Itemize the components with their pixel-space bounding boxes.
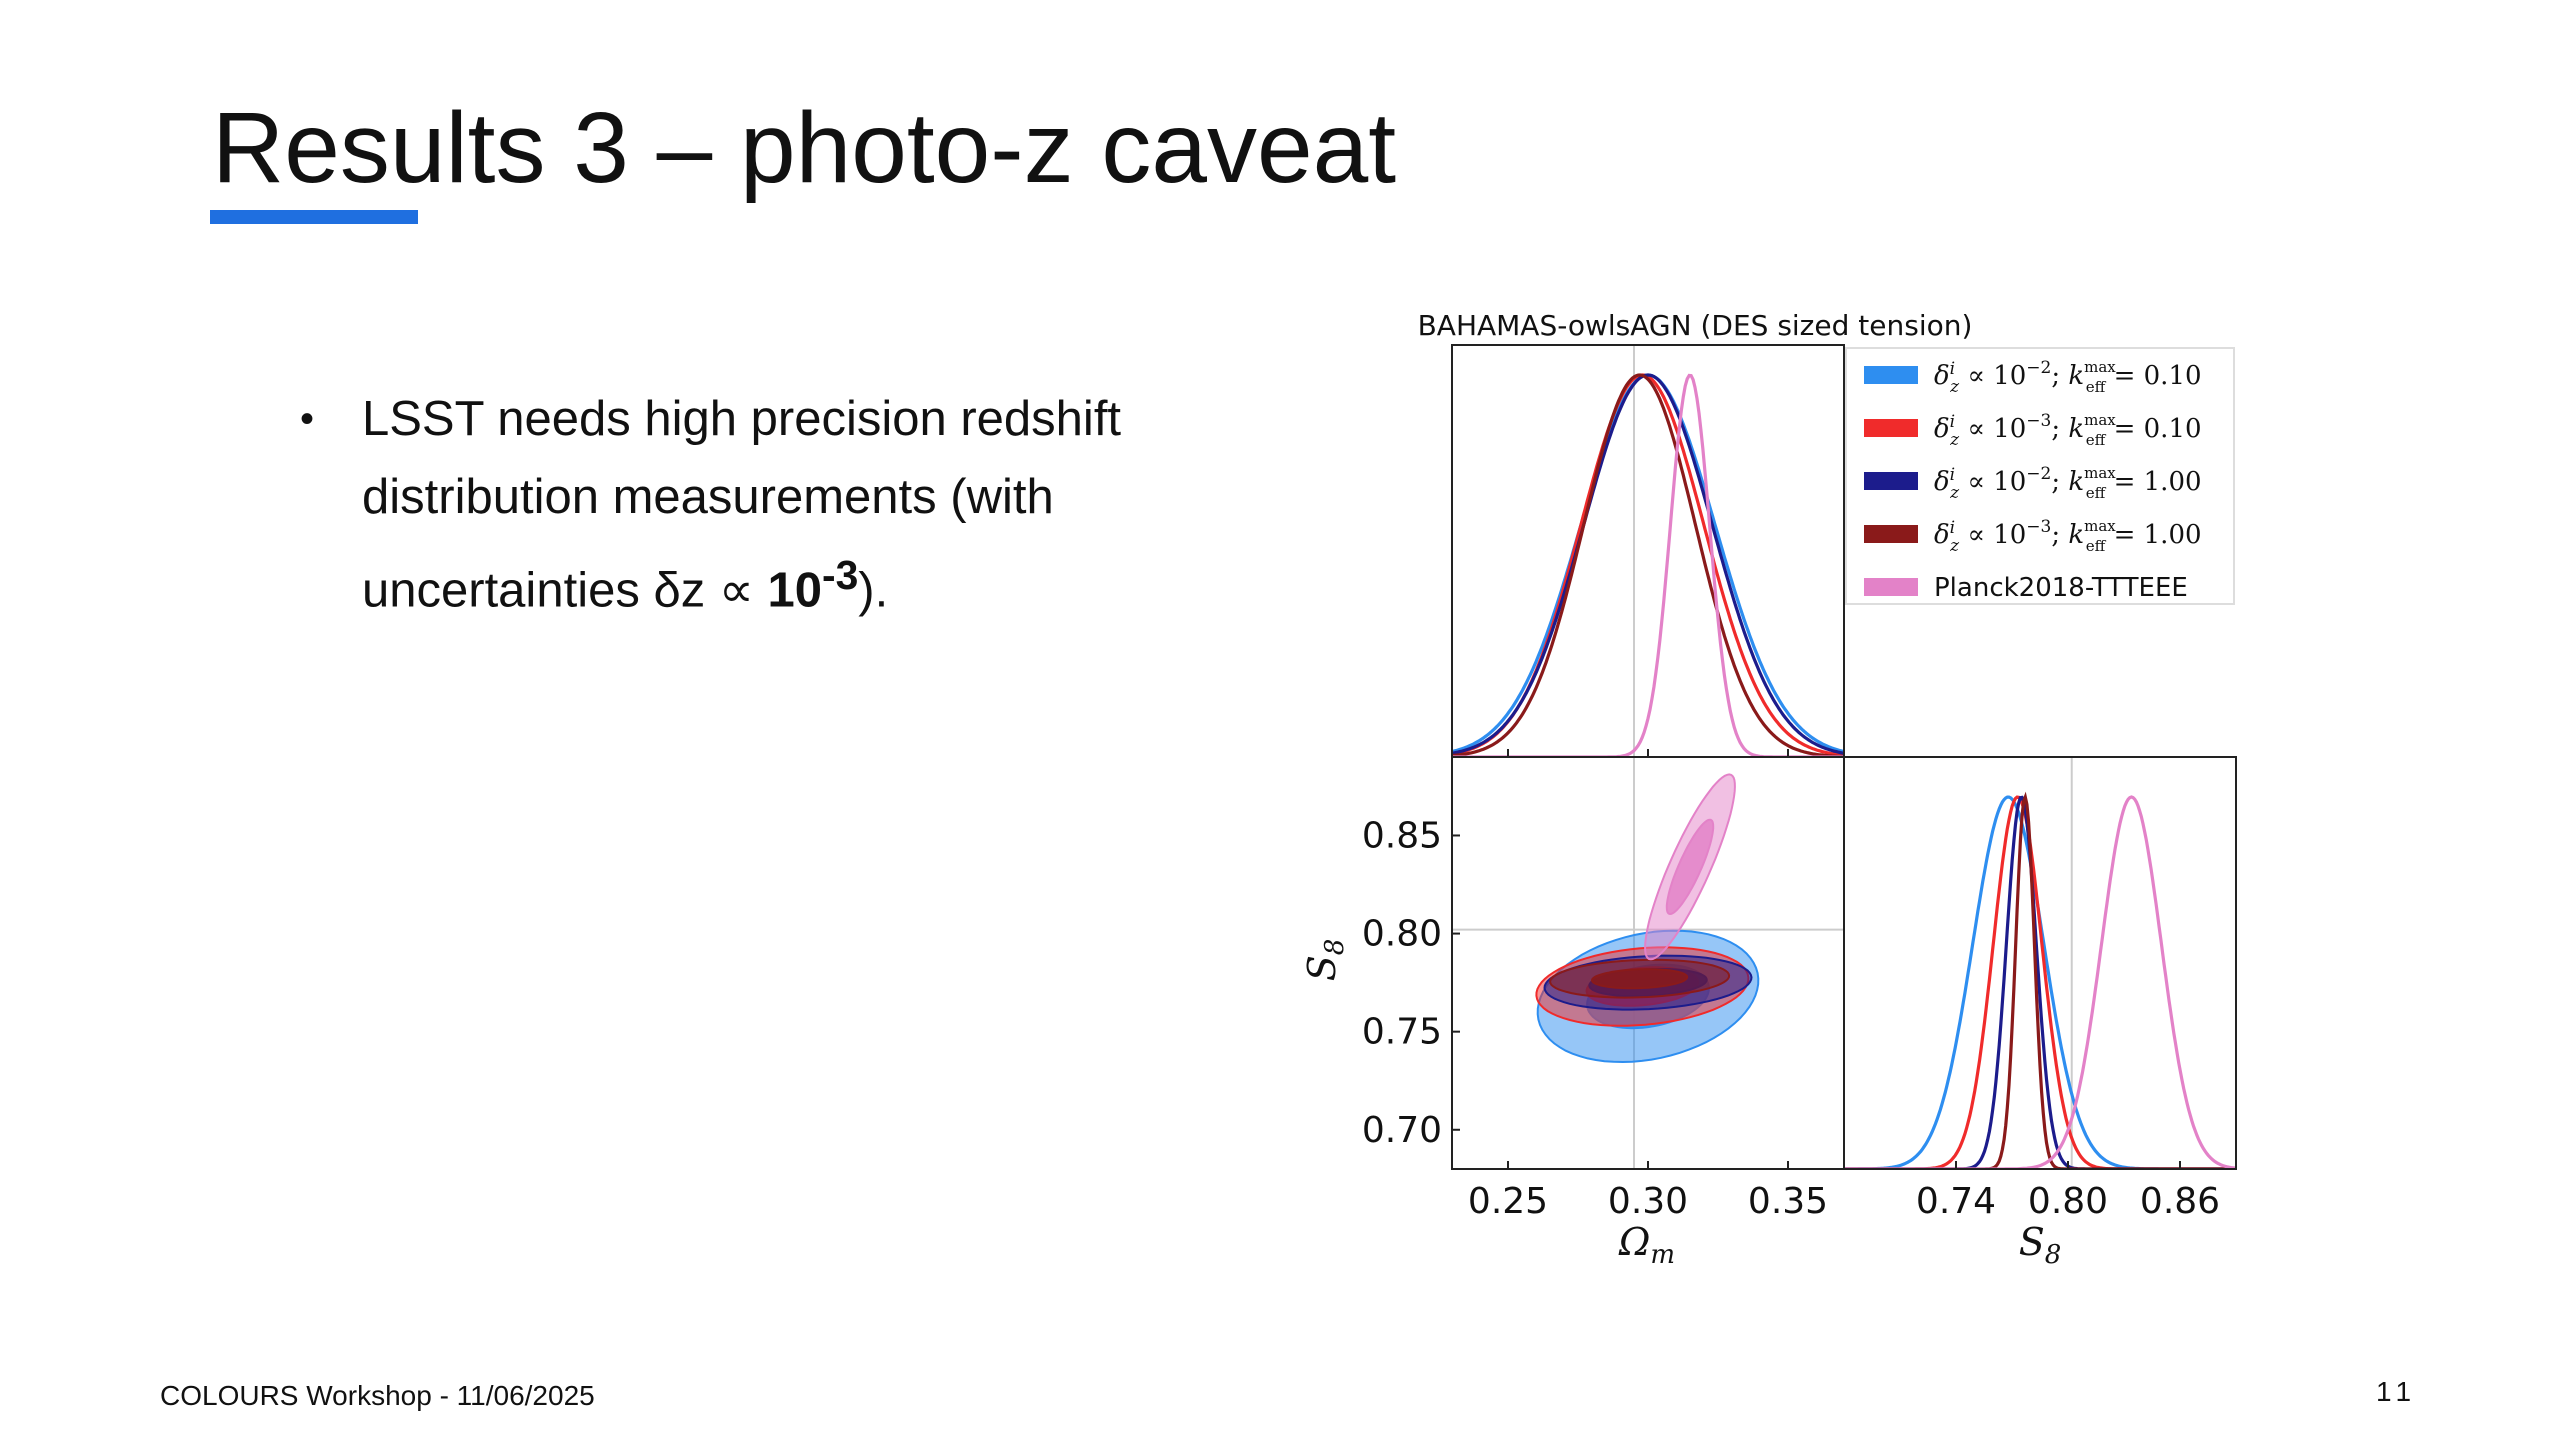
series-4-contour-68: [1590, 968, 1689, 990]
chart-legend: δi z ∝ 10−2; kmax eff = 0.10 δi z ∝ 10−3; km…: [1845, 347, 2235, 605]
s8-tick-label: 0.75: [1362, 1012, 1442, 1053]
bullet-emphasis: 10: [767, 563, 822, 618]
s8-marginal-tick-label: 0.80: [2028, 1181, 2108, 1222]
omega-m-marginal-frame: [1451, 344, 1845, 758]
omega-m-x-axis-label: Ωm: [1618, 1220, 1675, 1270]
legend-label-series-5: Planck2018-TTTEEE: [1934, 573, 2188, 603]
bullet-dot-icon: •: [300, 397, 315, 441]
legend-swatch-series-5: [1864, 578, 1918, 596]
s8-x-axis-label: S8: [2019, 1220, 2062, 1270]
legend-swatch-series-4: [1864, 525, 1918, 543]
chart-title: BAHAMAS-owlsAGN (DES sized tension): [1418, 309, 1973, 342]
series-4-omega-m-curve: [1452, 373, 1844, 757]
bullet-list: • LSST needs high precision redshift dis…: [300, 380, 1240, 629]
footer-text: COLOURS Workshop - 11/06/2025: [160, 1380, 595, 1411]
omega-m-tick-label: 0.30: [1608, 1181, 1688, 1222]
omega-m-s8-contour-panel: 0.25 0.30 0.35 0.70 0.75 0.80 0.85: [1362, 756, 1845, 1222]
legend-label-series-2: δi z ∝ 10−3; kmax eff = 0.10: [1934, 411, 2202, 450]
s8-marginal-panel: 0.74 0.80 0.86: [1843, 756, 2237, 1222]
page-number: 11: [2376, 1376, 2418, 1407]
s8-tick-label: 0.85: [1362, 815, 1442, 856]
series-3-s8-curve: [1844, 795, 2236, 1169]
series-5-contour-68: [1665, 818, 1715, 916]
legend-swatch-series-2: [1864, 419, 1918, 437]
omega-m-tick-label: 0.35: [1748, 1181, 1828, 1222]
legend-swatch-series-1: [1864, 366, 1918, 384]
contour-group: [1535, 773, 1760, 1064]
bullet-item: • LSST needs high precision redshift dis…: [300, 380, 1240, 629]
legend-label-series-3: δi z ∝ 10−2; kmax eff = 1.00: [1934, 464, 2202, 503]
s8-marginal-frame: [1843, 756, 2237, 1170]
slide-title: Results 3 – photo-z caveat: [212, 92, 1396, 204]
series-2-s8-curve: [1844, 795, 2236, 1169]
s8-tick-label: 0.80: [1362, 914, 1442, 955]
s8-curves: [1844, 791, 2236, 1169]
corner-plot: BAHAMAS-owlsAGN (DES sized tension) 0.25…: [1300, 309, 2237, 1270]
series-5-s8-curve: [1844, 795, 2236, 1169]
bullet-text: LSST needs high precision redshift distr…: [362, 392, 1122, 618]
s8-y-axis-label: S8: [1300, 939, 1350, 982]
series-1-omega-m-curve: [1452, 373, 1844, 754]
omega-m-marginal-panel: [1451, 344, 1845, 758]
s8-marginal-tick-label: 0.74: [1916, 1181, 1996, 1222]
series-2-omega-m-curve: [1452, 373, 1844, 757]
series-3-omega-m-curve: [1452, 373, 1844, 755]
series-4-s8-curve: [1844, 791, 2236, 1169]
bullet-superscript: -3: [821, 552, 859, 598]
legend-swatch-series-3: [1864, 472, 1918, 490]
omega-m-curves: [1452, 373, 1844, 757]
series-5-omega-m-curve: [1452, 373, 1844, 757]
omega-m-tick-label: 0.25: [1468, 1181, 1548, 1222]
legend-label-series-1: δi z ∝ 10−2; kmax eff = 0.10: [1934, 358, 2202, 397]
title-underline: [210, 210, 418, 224]
s8-marginal-tick-label: 0.86: [2140, 1181, 2220, 1222]
legend-label-series-4: δi z ∝ 10−3; kmax eff = 1.00: [1934, 517, 2202, 556]
s8-tick-label: 0.70: [1362, 1110, 1442, 1151]
bullet-text-end: ).: [858, 563, 889, 618]
